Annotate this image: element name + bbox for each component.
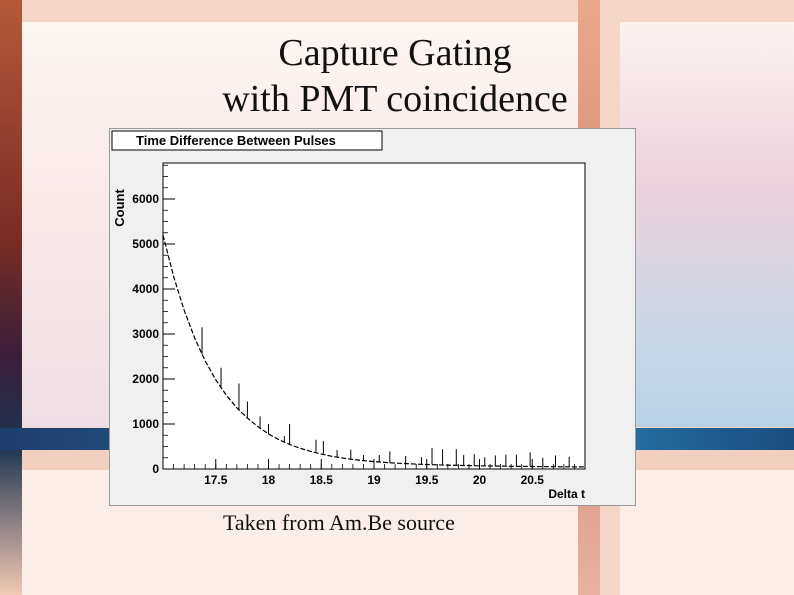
chart-title-box [111,130,383,151]
chart-title: Time Difference Between Pulses [136,133,336,148]
x-axis-label: Delta t [548,487,585,501]
slide-background-left-bar [0,0,22,595]
x-tick-label: 17.5 [204,473,228,487]
y-tick-label: 6000 [132,192,159,206]
x-tick-label: 20 [473,473,487,487]
x-tick-label: 20.5 [521,473,545,487]
chart-frame: Time Difference Between Pulses 0 1000 2000 3… [109,128,636,506]
slide-caption: Taken from Am.Be source [223,510,455,535]
plot-area [162,162,586,470]
y-tick-label: 2000 [132,372,159,386]
x-tick-label: 19 [367,473,381,487]
chart-svg: Time Difference Between Pulses 0 1000 2000 3… [111,130,586,501]
y-tick-label: 3000 [132,327,159,341]
slide-title: Capture Gating with PMT coincidence [190,30,600,122]
y-axis-label: Count [112,189,127,227]
x-tick-label: 18.5 [310,473,334,487]
slide-background-panel-right-lower [620,470,794,595]
y-tick-label: 5000 [132,237,159,251]
y-tick-label: 4000 [132,282,159,296]
y-tick-label: 1000 [132,417,159,431]
slide-title-line1: Capture Gating [278,32,512,74]
series-line [162,234,586,468]
slide-title-line2: with PMT coincidence [222,78,568,120]
slide-background-panel-right [620,22,794,427]
y-tick-label: 0 [152,462,159,476]
x-tick-label: 18 [262,473,276,487]
x-tick-label: 19.5 [415,473,439,487]
